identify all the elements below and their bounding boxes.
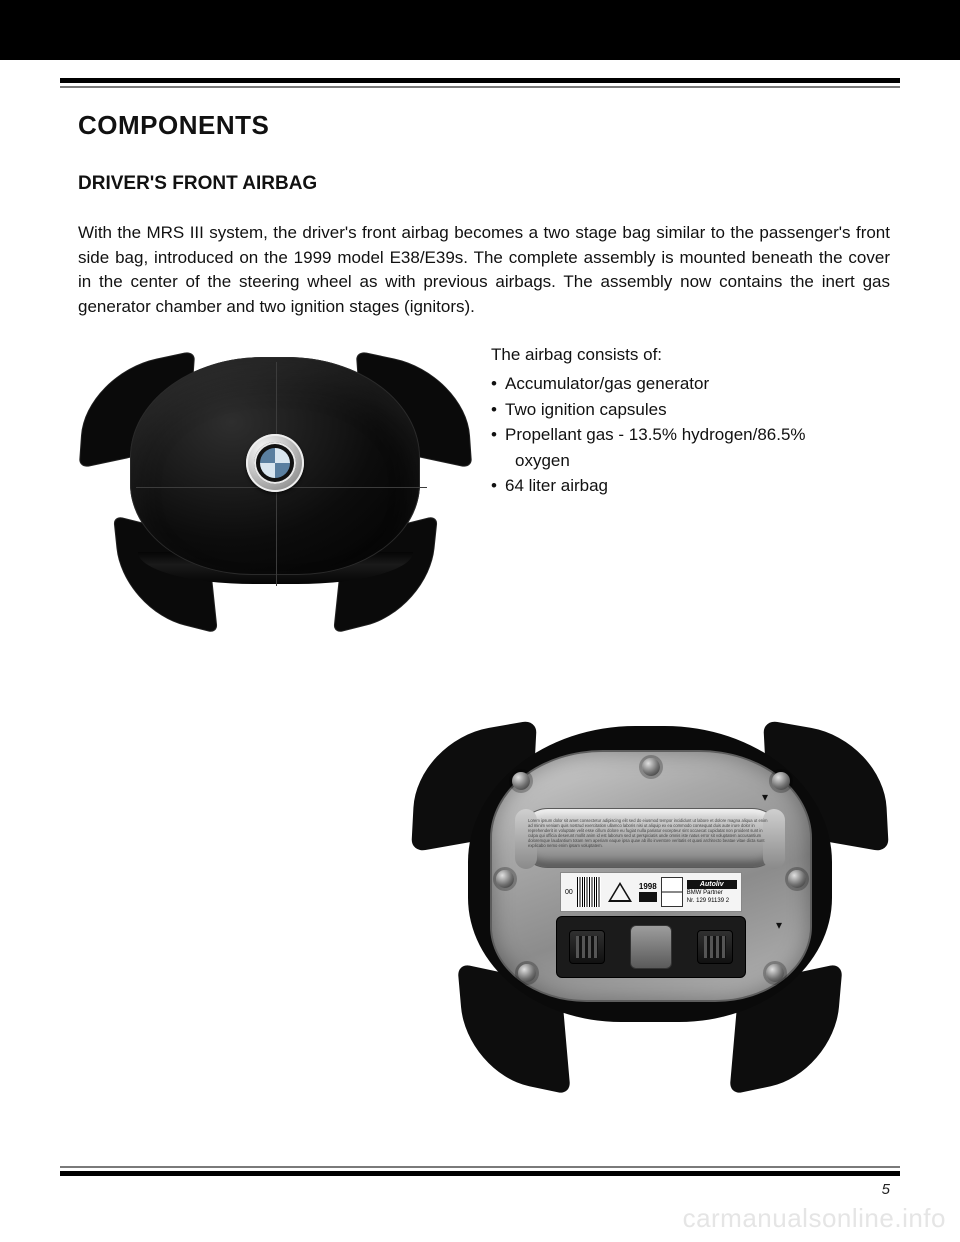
label-barcode-prefix: 00 [565, 889, 573, 896]
ignitor-connector-icon [569, 930, 605, 964]
bolt-icon [496, 870, 514, 888]
rule-bottom-thick [60, 1171, 900, 1176]
rule-bottom-thin [60, 1166, 900, 1168]
bmw-badge-icon [246, 434, 304, 492]
arrow-mark-icon: ▾ [762, 790, 768, 804]
consists-lead: The airbag consists of: [491, 342, 890, 368]
bmw-roundel-quadrants [260, 448, 290, 478]
label-brand-line2: BMW Partner [687, 890, 737, 897]
arrow-mark-icon: ▾ [776, 918, 782, 932]
heading-drivers-airbag: DRIVER'S FRONT AIRBAG [78, 173, 890, 195]
airbag-back-figure: ▾ ▾ Lorem ipsum dolor sit amet consectet… [410, 720, 890, 1090]
bolt-icon [772, 772, 790, 790]
airbag-front-figure [78, 342, 473, 632]
bolt-icon [788, 870, 806, 888]
label-year-block: 1998 [639, 882, 657, 902]
center-mount-tab [630, 925, 672, 969]
heading-components: COMPONENTS [78, 110, 890, 141]
list-item-line2: oxygen [505, 448, 890, 474]
consists-list: Accumulator/gas generator Two ignition c… [491, 371, 890, 499]
label-year: 1998 [639, 882, 657, 891]
certification-label: 00 1998 Autoliv BMW Partner Nr. 129 9113… [560, 872, 742, 912]
list-item: Propellant gas - 13.5% hydrogen/86.5% ox… [491, 422, 890, 473]
label-year-black-icon [639, 892, 657, 902]
rule-top-thin [60, 86, 900, 88]
watermark-text: carmanualsonline.info [683, 1203, 946, 1234]
label-brand-line3: Nr. 129 91139 2 [687, 898, 737, 905]
page-number: 5 [882, 1181, 890, 1198]
top-black-bar [0, 0, 960, 60]
list-item: Two ignition capsules [491, 397, 890, 423]
mounting-bracket [556, 916, 746, 978]
warning-triangle-icon [608, 882, 632, 902]
label-brand-block: Autoliv BMW Partner Nr. 129 91139 2 [687, 880, 737, 905]
content-area: COMPONENTS DRIVER'S FRONT AIRBAG With th… [78, 110, 890, 632]
two-column-block: The airbag consists of: Accumulator/gas … [78, 342, 890, 632]
consists-list-column: The airbag consists of: Accumulator/gas … [491, 342, 890, 632]
barcode-icon [577, 877, 601, 907]
list-item: Accumulator/gas generator [491, 371, 890, 397]
safety-pictogram-icon [661, 877, 683, 907]
rule-top-thick [60, 78, 900, 83]
bolt-icon [518, 964, 536, 982]
bolt-icon [642, 758, 660, 776]
list-item-line1: Propellant gas - 13.5% hydrogen/86.5% [505, 425, 806, 444]
list-item: 64 liter airbag [491, 473, 890, 499]
cylinder-warning-text: Lorem ipsum dolor sit amet consectetur a… [528, 818, 772, 848]
ignitor-connector-icon [697, 930, 733, 964]
bolt-icon [512, 772, 530, 790]
label-brand: Autoliv [687, 880, 737, 889]
intro-paragraph: With the MRS III system, the driver's fr… [78, 221, 890, 320]
bmw-badge-inner [254, 442, 296, 484]
bolt-icon [766, 964, 784, 982]
page: COMPONENTS DRIVER'S FRONT AIRBAG With th… [0, 0, 960, 1242]
